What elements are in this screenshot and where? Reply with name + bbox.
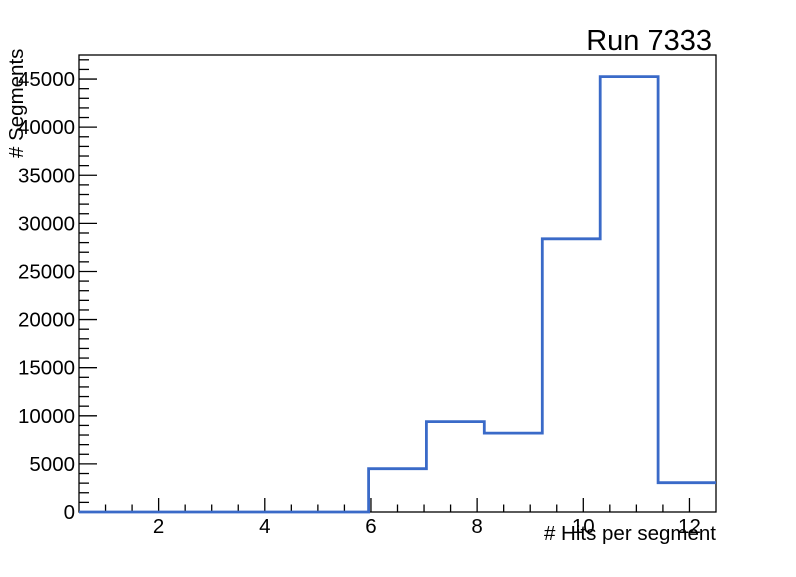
x-axis-title: # Hits per segment — [544, 522, 716, 545]
y-tick-label: 0 — [64, 501, 75, 524]
axes-layer: 2 4 6 8 10 12 0 5000 10000 15000 20000 25000 30000 35… — [18, 54, 717, 538]
x-tick-label: 4 — [259, 515, 270, 538]
y-axis-title: # Segments — [5, 49, 28, 158]
x-tick-label: 10 — [572, 515, 595, 538]
chart-title: Run 7333 — [586, 25, 712, 57]
x-tick-label: 2 — [153, 515, 164, 538]
y-tick-label: 25000 — [18, 260, 75, 283]
histogram-line — [79, 75, 716, 514]
x-tick-label: 8 — [471, 515, 482, 538]
y-tick-label: 15000 — [18, 357, 75, 380]
y-tick-label: 40000 — [18, 116, 75, 139]
y-tick-label: 30000 — [18, 212, 75, 235]
x-tick-label: 6 — [365, 515, 376, 538]
y-tick-label: 5000 — [29, 453, 75, 476]
y-tick-label: 45000 — [18, 68, 75, 91]
y-tick-label: 10000 — [18, 405, 75, 428]
x-tick-label: 12 — [678, 515, 701, 538]
y-tick-label: 20000 — [18, 309, 75, 332]
plot-frame — [78, 54, 717, 513]
y-tick-label: 35000 — [18, 164, 75, 187]
